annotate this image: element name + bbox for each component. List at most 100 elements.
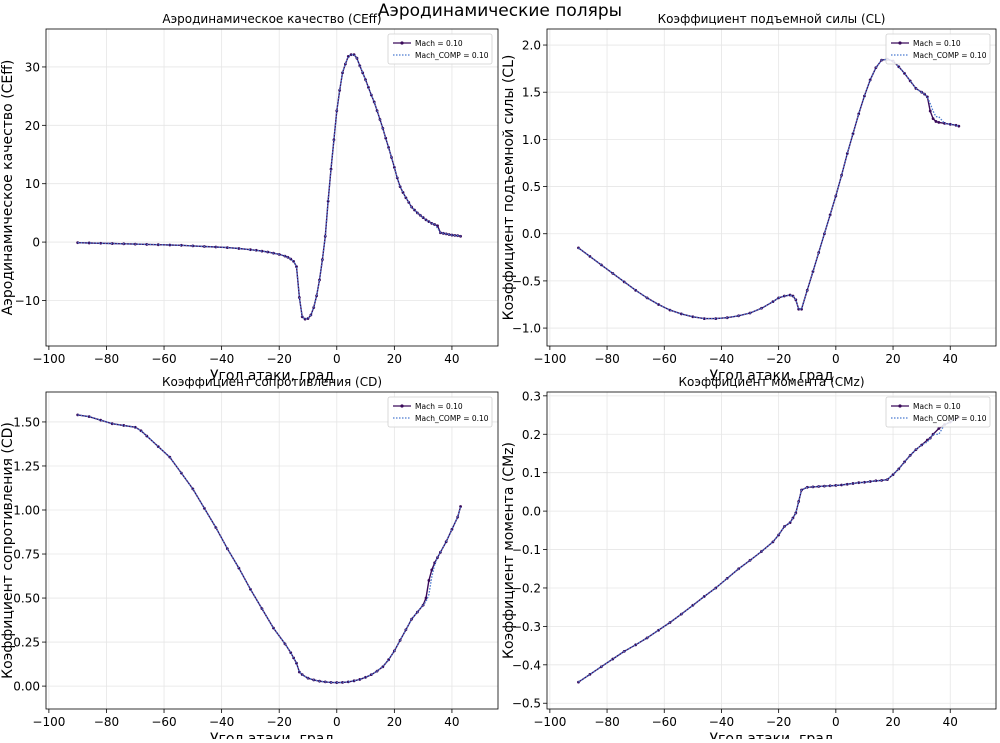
data-point [937, 121, 941, 124]
x-tick-label: −60 [151, 715, 176, 729]
legend-marker [400, 41, 404, 45]
subplot-2: −100 −80 −60 −40 −20 0 20 40 −1.0 −0.5 0.0 0.5 1.0 1.… [501, 12, 997, 384]
series-group [76, 53, 462, 321]
x-tick-label: −60 [151, 352, 176, 366]
x-tick-label: −40 [209, 715, 234, 729]
legend-label: Mach_COMP = 0.10 [415, 414, 489, 423]
legend-marker [898, 404, 902, 408]
plot-frame [546, 391, 997, 710]
subplot-title: Коэффициент подъемной силы (CL) [658, 12, 886, 26]
legend-label: Mach_COMP = 0.10 [913, 414, 987, 423]
x-tick-label: −40 [709, 715, 734, 729]
subplot-title: Коэффициент сопротивления (CD) [162, 375, 382, 389]
data-point [99, 241, 103, 245]
y-tick-label: 30 [25, 60, 40, 74]
y-tick-label: 0.50 [13, 592, 40, 606]
subplot-3: −100 −80 −60 −40 −20 0 20 40 0.00 0.25 0.50 0.75 1.0… [0, 375, 499, 743]
x-axis-label: Угол атаки, град [210, 368, 334, 384]
x-tick-label: −20 [766, 715, 791, 729]
x-tick-label: 0 [333, 715, 341, 729]
y-tick-label: 0 [32, 236, 40, 250]
y-tick-label: 0.2 [522, 428, 541, 442]
x-tick-label: −40 [209, 352, 234, 366]
data-point [76, 241, 80, 245]
data-point [225, 246, 229, 250]
y-tick-label: −0.4 [512, 658, 541, 672]
y-tick-label: 1.0 [522, 133, 541, 147]
data-point [326, 199, 330, 203]
y-tick-label: 0.75 [13, 548, 40, 562]
legend-box [885, 33, 991, 65]
legend-label: Mach_COMP = 0.10 [913, 51, 987, 60]
series-line-1 [77, 54, 461, 320]
series-group [76, 413, 462, 684]
x-tick-label: 20 [387, 352, 402, 366]
data-point [254, 248, 258, 252]
x-tick-label: 0 [333, 352, 341, 366]
x-tick-label: −20 [267, 715, 292, 729]
subplot-4: −100 −80 −60 −40 −20 0 20 40 −0.5 −0.4 −0.3 −0.2 −0.… [501, 375, 997, 743]
y-tick-label: 1.5 [522, 86, 541, 100]
plot-frame [45, 28, 499, 347]
legend-label: Mach = 0.10 [415, 402, 463, 411]
data-point [928, 109, 932, 113]
x-tick-label: 40 [444, 715, 459, 729]
x-axis-label: Угол атаки, град [709, 731, 833, 739]
y-tick-label: −0.1 [512, 543, 541, 557]
y-tick-label: −0.2 [512, 581, 541, 595]
series-line-2 [77, 54, 461, 320]
data-point [168, 243, 172, 247]
data-point [937, 427, 941, 430]
legend: Mach = 0.10 Mach_COMP = 0.10 [387, 396, 493, 428]
y-tick-label: 0.0 [522, 505, 541, 519]
legend-marker [400, 404, 404, 408]
subplot-1: −100 −80 −60 −40 −20 0 20 40−100102030Аэродинам… [0, 12, 499, 384]
data-point [430, 568, 434, 572]
legend-label: Mach = 0.10 [913, 39, 961, 48]
y-tick-label: 1.50 [13, 415, 40, 429]
legend-label: Mach_COMP = 0.10 [415, 51, 489, 60]
data-point [714, 317, 718, 321]
legend-label: Mach = 0.10 [913, 402, 961, 411]
y-tick-label: 10 [25, 177, 40, 191]
x-tick-label: −60 [652, 352, 677, 366]
data-point [179, 243, 183, 247]
y-axis-label: Коэффициент подъемной силы (CL) [501, 55, 517, 321]
series-line-2 [77, 414, 462, 684]
x-tick-label: −100 [32, 715, 65, 729]
series-group [577, 415, 961, 684]
y-tick-label: 0.3 [522, 389, 541, 403]
x-tick-label: −80 [594, 352, 619, 366]
y-tick-label: −0.5 [512, 697, 541, 711]
x-tick-label: 0 [832, 715, 840, 729]
data-point [349, 53, 353, 57]
x-tick-label: −80 [594, 715, 619, 729]
y-tick-label: 1.00 [13, 503, 40, 517]
data-point [249, 248, 252, 252]
x-tick-label: 40 [943, 352, 958, 366]
x-tick-label: 20 [387, 715, 402, 729]
data-point [934, 120, 938, 123]
plot-frame [45, 391, 499, 710]
data-point [424, 596, 428, 600]
figure-title: Аэродинамические поляры [377, 1, 623, 21]
y-tick-label: 0.1 [522, 466, 541, 480]
legend-box [387, 33, 493, 65]
series-line-1 [578, 58, 960, 320]
legend-box [885, 396, 991, 428]
data-point [427, 579, 431, 582]
x-tick-label: −100 [32, 352, 65, 366]
data-point [156, 243, 160, 247]
legend-box [387, 396, 493, 428]
y-tick-label: −10 [15, 294, 40, 308]
y-tick-label: −0.3 [512, 620, 541, 634]
y-tick-label: 0.25 [13, 636, 40, 650]
x-tick-label: −100 [533, 352, 566, 366]
y-axis-label: Коэффициент момента (CMz) [501, 442, 517, 659]
series-line-2 [578, 58, 960, 320]
x-tick-label: −100 [533, 715, 566, 729]
y-axis-label: Коэффициент сопротивления (CD) [0, 422, 16, 679]
subplot-title: Аэродинамическое качество (CEff) [162, 12, 381, 26]
x-tick-label: 40 [943, 715, 958, 729]
